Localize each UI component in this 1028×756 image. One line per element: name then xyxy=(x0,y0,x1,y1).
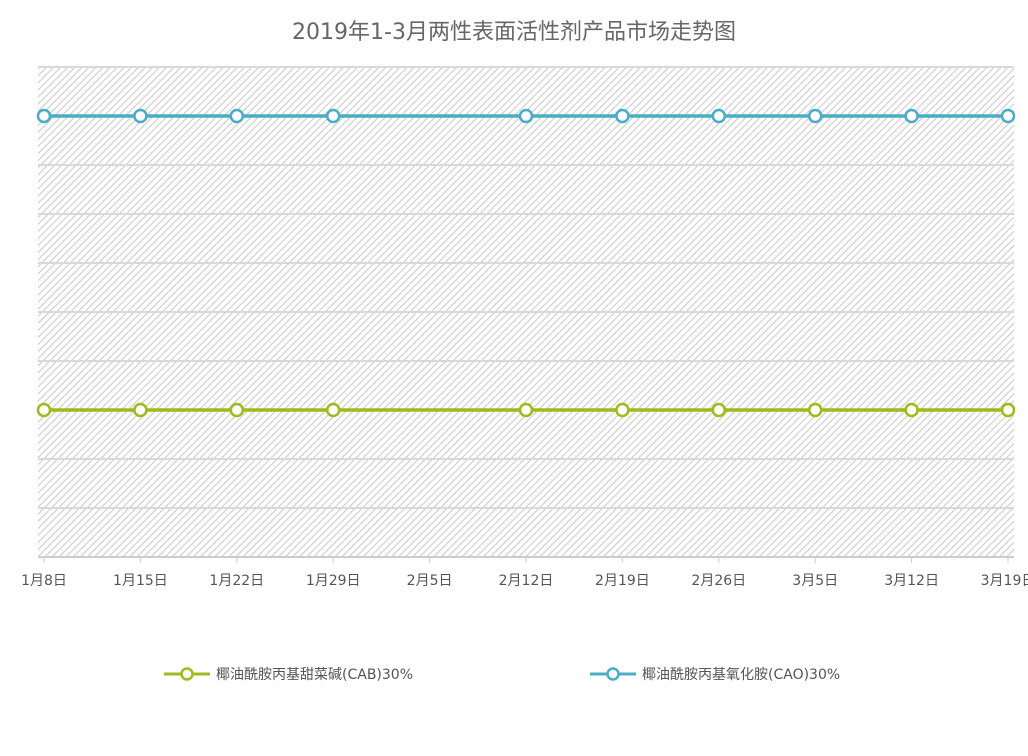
data-point[interactable] xyxy=(711,108,727,124)
data-point[interactable] xyxy=(325,108,341,124)
legend-cab-marker xyxy=(164,667,210,681)
x-tick-label: 1月29日 xyxy=(306,573,361,589)
legend-cao-label: 椰油酰胺丙基氧化胺(CAO)30% xyxy=(642,667,841,683)
x-tick-label: 1月22日 xyxy=(209,573,264,589)
x-tick-label: 1月8日 xyxy=(21,573,67,589)
data-point[interactable] xyxy=(1000,108,1016,124)
data-point[interactable] xyxy=(518,402,534,418)
data-point[interactable] xyxy=(711,402,727,418)
data-point[interactable] xyxy=(615,108,630,124)
line-chart: 1月8日 1月15日 1月22日 1月29日 2月5日 2月12日 2月19日 2月26日 3月… xyxy=(21,66,1028,589)
data-point[interactable] xyxy=(36,402,52,418)
series-lines xyxy=(36,108,1016,418)
x-tick-label: 2月12日 xyxy=(499,573,554,589)
legend-item-cab[interactable]: 椰油酰胺丙基甜菜碱(CAB)30% xyxy=(164,664,413,684)
data-point[interactable] xyxy=(904,108,919,124)
data-point[interactable] xyxy=(229,402,245,418)
data-point[interactable] xyxy=(1000,402,1016,418)
legend-cab-label: 椰油酰胺丙基甜菜碱(CAB)30% xyxy=(216,667,413,683)
x-tick-label: 3月5日 xyxy=(792,573,838,589)
chart-title: 2019年1-3月两性表面活性剂产品市场走势图 xyxy=(292,20,736,45)
x-tick-label: 1月15日 xyxy=(113,573,168,589)
legend-item-cao[interactable]: 椰油酰胺丙基氧化胺(CAO)30% xyxy=(590,664,840,684)
data-point[interactable] xyxy=(807,108,823,124)
x-tick-label: 3月12日 xyxy=(884,573,939,589)
data-point[interactable] xyxy=(229,108,245,124)
x-tick-label: 2月26日 xyxy=(691,573,746,589)
x-tick-label: 2月5日 xyxy=(407,573,453,589)
x-tick-label: 3月19日 xyxy=(981,573,1028,589)
data-point[interactable] xyxy=(36,108,52,124)
data-point[interactable] xyxy=(904,402,919,418)
x-axis: 1月8日 1月15日 1月22日 1月29日 2月5日 2月12日 2月19日 2月26日 3月… xyxy=(21,557,1028,589)
data-point[interactable] xyxy=(325,402,341,418)
data-point[interactable] xyxy=(807,402,823,418)
data-point[interactable] xyxy=(133,108,148,124)
data-point[interactable] xyxy=(518,108,534,124)
data-point[interactable] xyxy=(615,402,630,418)
x-tick-label: 2月19日 xyxy=(595,573,650,589)
data-point[interactable] xyxy=(133,402,148,418)
legend-cao-marker xyxy=(590,667,636,681)
